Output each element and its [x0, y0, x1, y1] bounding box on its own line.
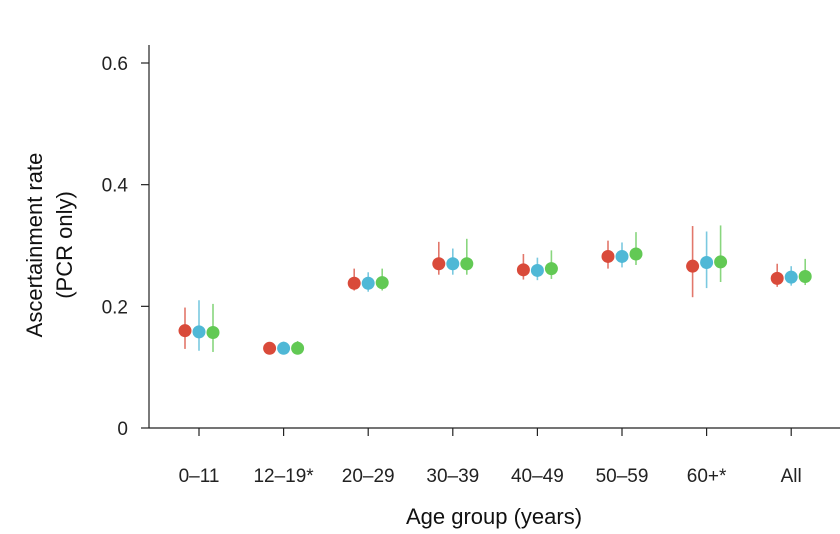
y-tick-label: 0.2	[102, 297, 128, 318]
data-point	[700, 256, 714, 270]
data-point	[544, 262, 558, 276]
data-point	[291, 341, 305, 355]
data-point	[601, 249, 615, 263]
x-tick-label: 20–29	[342, 466, 395, 487]
y-tick-label: 0	[117, 419, 128, 440]
data-point	[530, 263, 544, 277]
data-point	[361, 276, 375, 290]
data-point	[263, 341, 277, 355]
y-axis-title-line-1: Ascertainment rate	[22, 153, 47, 338]
y-tick-label: 0.6	[102, 54, 128, 75]
y-axis-title-line-2: (PCR only)	[52, 191, 77, 299]
data-point	[192, 325, 206, 339]
data-point	[516, 263, 530, 277]
data-point	[375, 276, 389, 290]
x-tick-label: 40–49	[511, 466, 564, 487]
data-marks	[178, 225, 812, 355]
data-point	[714, 255, 728, 269]
data-point	[432, 257, 446, 271]
data-point	[446, 257, 460, 271]
data-point	[460, 257, 474, 271]
x-tick-label: All	[781, 466, 802, 487]
data-point	[784, 270, 798, 284]
data-point	[629, 247, 643, 261]
x-tick-label: 0–11	[179, 466, 220, 487]
x-tick-label: 30–39	[426, 466, 479, 487]
data-point	[277, 341, 291, 355]
data-point	[178, 324, 192, 338]
series-3	[206, 225, 812, 355]
series-1	[178, 226, 784, 355]
x-tick-label: 50–59	[596, 466, 649, 487]
y-tick-label: 0.4	[102, 176, 129, 197]
data-point	[347, 276, 361, 290]
data-point	[206, 325, 220, 339]
y-ticks: 0 0.2 0.4 0.6	[102, 54, 149, 440]
x-tick-label: 12–19*	[253, 466, 314, 487]
y-axis-title: Ascertainment rate (PCR only)	[22, 153, 77, 338]
x-ticks: 0–11 12–19* 20–29 30–39 40–49 50–59 60+* All	[179, 428, 802, 487]
data-point	[686, 259, 700, 273]
data-point	[770, 271, 784, 285]
data-point	[615, 249, 629, 263]
data-point	[798, 270, 812, 284]
x-tick-label: 60+*	[687, 466, 727, 487]
x-axis-title: Age group (years)	[406, 504, 582, 529]
series-2	[192, 231, 798, 355]
